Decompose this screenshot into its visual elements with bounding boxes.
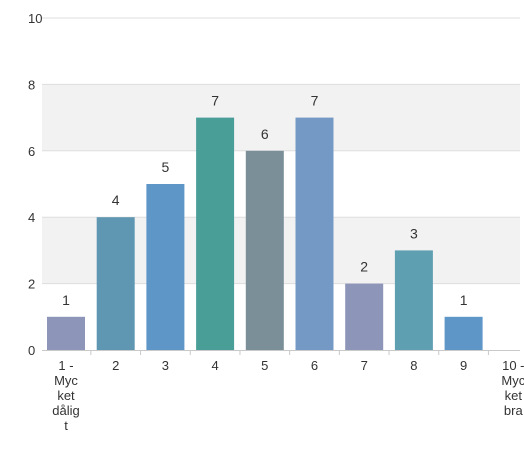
x-tick-label: 5	[261, 358, 268, 373]
x-tick-label: 6	[311, 358, 318, 373]
y-tick-label: 2	[28, 277, 35, 292]
chart-bars	[47, 117, 483, 350]
bar-value-label: 2	[360, 259, 368, 275]
x-tick-label: 8	[410, 358, 417, 373]
bar-value-label: 1	[460, 292, 468, 308]
x-tick-label: 2	[112, 358, 119, 373]
bar-value-label: 1	[62, 292, 70, 308]
bar	[345, 283, 384, 350]
bar-value-label: 6	[261, 126, 269, 142]
bar	[47, 316, 85, 350]
x-tick-label: 7	[361, 358, 368, 373]
bar	[394, 250, 433, 350]
bar-value-label: 5	[162, 159, 170, 175]
x-axis-ticks: 1 -Myc ket dålig t 2 3 4 5 6 7 8 9 10 -Myc ket bra	[52, 350, 524, 433]
y-tick-label: 8	[28, 77, 35, 92]
y-tick-label: 0	[28, 343, 35, 358]
data-labels: 1 4 5 7 6 7 2 3 1	[62, 93, 468, 308]
y-tick-label: 6	[28, 144, 35, 159]
bar	[444, 316, 483, 350]
bar-value-label: 7	[211, 93, 219, 109]
bar	[295, 117, 334, 350]
bar-value-label: 7	[311, 93, 319, 109]
y-axis-ticks: 0 2 4 6 8 10	[28, 11, 42, 358]
x-tick-label: 4	[211, 358, 218, 373]
grid-band	[42, 84, 520, 151]
x-tick-label: 9	[460, 358, 467, 373]
bar-value-label: 3	[410, 225, 418, 241]
y-tick-label: 4	[28, 210, 35, 225]
bar	[96, 217, 135, 350]
bar-value-label: 4	[112, 192, 120, 208]
x-tick-label: 10 -Myc ket bra	[501, 358, 524, 418]
x-tick-label: 1 -Myc ket dålig t	[52, 358, 79, 433]
y-tick-label: 10	[28, 11, 42, 26]
bar	[245, 150, 284, 350]
bar	[146, 184, 185, 350]
bar	[196, 117, 235, 350]
x-tick-label: 3	[162, 358, 169, 373]
